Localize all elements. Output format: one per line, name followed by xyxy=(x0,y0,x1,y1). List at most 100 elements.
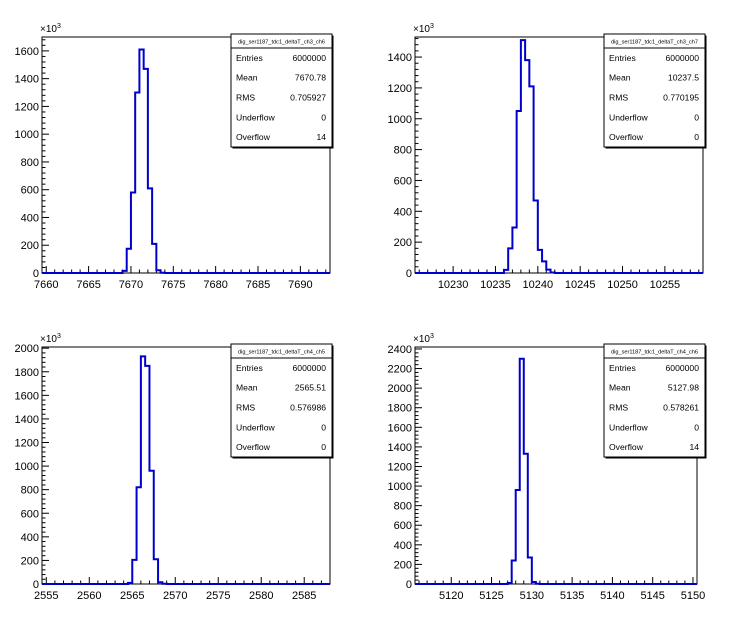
y-tick-label: 1400 xyxy=(15,74,39,86)
x-tick-label: 2585 xyxy=(292,590,316,602)
x-tick-label: 10235 xyxy=(480,279,511,291)
stat-label: RMS xyxy=(609,403,628,413)
stats-box-frame xyxy=(230,343,333,458)
histogram-bin xyxy=(517,111,521,273)
histogram-name: dig_ser1187_tdc1_deltaT_ch3_ch6 xyxy=(238,40,325,46)
stat-value: 0 xyxy=(694,112,699,122)
stat-label: Entries xyxy=(609,363,636,373)
stat-label: Underflow xyxy=(609,422,648,432)
stat-value: 14 xyxy=(689,442,699,452)
histogram-bin xyxy=(156,270,160,273)
histogram-line xyxy=(42,355,330,585)
histogram-bin xyxy=(538,250,542,273)
y-tick-label: 800 xyxy=(394,501,412,513)
y-tick-label: 2200 xyxy=(388,364,412,376)
x-tick-label: 7690 xyxy=(288,279,312,291)
y-tick-label: 2000 xyxy=(15,343,39,355)
y-tick-label: 1200 xyxy=(388,461,412,473)
stat-label: Underflow xyxy=(609,112,648,122)
stat-value: 0.705927 xyxy=(290,93,326,103)
histogram-bin xyxy=(128,583,132,584)
x-tick-label: 5145 xyxy=(640,590,664,602)
stat-label: Overflow xyxy=(609,442,644,452)
histogram-bin xyxy=(508,583,512,584)
y-exponent-label: ×103 xyxy=(413,23,434,35)
histogram-line xyxy=(42,48,330,274)
stat-value: 0 xyxy=(321,112,326,122)
histogram-line xyxy=(415,357,697,585)
stat-value: 7670.78 xyxy=(295,73,326,83)
y-tick-label: 400 xyxy=(394,206,412,218)
stat-label: Entries xyxy=(609,53,636,63)
y-exponent-label: ×103 xyxy=(40,23,61,35)
y-tick-label: 200 xyxy=(394,237,412,249)
stat-label: RMS xyxy=(236,403,255,413)
y-tick-label: 1600 xyxy=(15,390,39,402)
histogram-bin xyxy=(158,582,162,584)
stat-value: 2565.51 xyxy=(295,383,326,393)
histogram-bin xyxy=(154,559,158,584)
y-tick-label: 1200 xyxy=(15,438,39,450)
y-tick-label: 0 xyxy=(406,579,412,591)
stat-value: 0 xyxy=(321,442,326,452)
histogram-bin xyxy=(122,271,126,273)
x-tick-label: 7680 xyxy=(203,279,227,291)
y-tick-label: 400 xyxy=(21,212,39,224)
x-tick-label: 7670 xyxy=(119,279,143,291)
stats-box-frame xyxy=(603,33,706,148)
stat-label: Underflow xyxy=(236,422,275,432)
stat-label: Overflow xyxy=(236,442,271,452)
y-tick-label: 1400 xyxy=(388,52,412,64)
y-tick-label: 600 xyxy=(394,175,412,187)
stat-value: 10237.5 xyxy=(668,73,699,83)
x-tick-label: 2565 xyxy=(120,590,144,602)
histogram-bin xyxy=(131,192,135,273)
y-tick-label: 800 xyxy=(21,485,39,497)
histogram-bin xyxy=(512,560,516,584)
y-tick-label: 400 xyxy=(394,540,412,552)
x-tick-label: 2580 xyxy=(249,590,273,602)
y-exponent-label: ×103 xyxy=(40,333,61,345)
stat-value: 5127.98 xyxy=(668,383,699,393)
histogram-bin xyxy=(512,227,516,273)
y-tick-label: 200 xyxy=(394,559,412,571)
x-tick-label: 5125 xyxy=(479,590,503,602)
histogram-bin xyxy=(528,558,532,584)
y-tick-label: 2400 xyxy=(388,344,412,356)
x-tick-label: 7685 xyxy=(246,279,270,291)
stat-label: Mean xyxy=(609,73,631,83)
x-tick-label: 10245 xyxy=(565,279,596,291)
stat-value: 6000000 xyxy=(666,363,700,373)
histogram-bin xyxy=(141,356,145,584)
histogram-panel-4: 5120 5125 5130 5135 5140 5145 5150 0 200 400 600 80… xyxy=(388,333,707,602)
y-tick-label: 600 xyxy=(394,520,412,532)
stat-label: Overflow xyxy=(236,132,271,142)
y-tick-label: 600 xyxy=(21,508,39,520)
y-tick-label: 1800 xyxy=(15,367,39,379)
y-tick-label: 1200 xyxy=(15,101,39,113)
stat-label: Underflow xyxy=(236,112,275,122)
histogram-bin xyxy=(132,560,136,584)
y-exponent-label: ×103 xyxy=(413,333,434,345)
x-tick-label: 10255 xyxy=(650,279,681,291)
histogram-bin xyxy=(534,201,538,273)
x-tick-label: 7665 xyxy=(76,279,100,291)
histogram-panel-1: 7660 7665 7670 7675 7680 7685 7690 0 200 400 600 80… xyxy=(15,23,334,291)
x-tick-label: 5135 xyxy=(560,590,584,602)
stat-label: Mean xyxy=(236,383,258,393)
stats-box: dig_ser1187_tdc1_deltaT_ch4_ch5 Entries 60… xyxy=(230,343,334,459)
x-tick-label: 10240 xyxy=(523,279,554,291)
y-tick-label: 400 xyxy=(21,532,39,544)
y-tick-label: 1000 xyxy=(15,129,39,141)
histogram-bin xyxy=(521,40,525,273)
stat-value: 14 xyxy=(316,132,326,142)
y-tick-label: 0 xyxy=(406,268,412,280)
x-tick-label: 5120 xyxy=(439,590,463,602)
stat-label: RMS xyxy=(609,93,628,103)
y-tick-label: 800 xyxy=(394,145,412,157)
x-tick-label: 7675 xyxy=(161,279,185,291)
histogram-bin xyxy=(546,270,550,273)
x-tick-label: 10250 xyxy=(607,279,638,291)
y-tick-label: 1000 xyxy=(388,114,412,126)
